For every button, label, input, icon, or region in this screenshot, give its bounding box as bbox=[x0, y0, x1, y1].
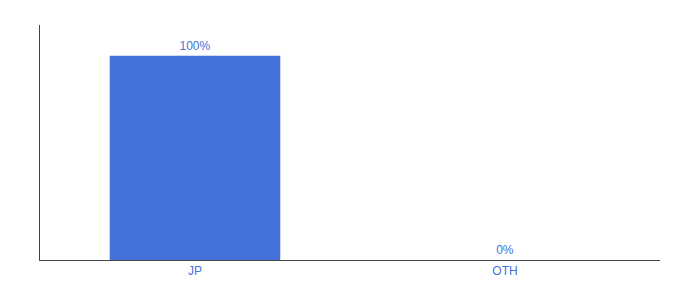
svg-text:OTH: OTH bbox=[492, 264, 517, 278]
svg-text:0%: 0% bbox=[496, 243, 514, 257]
svg-text:JP: JP bbox=[188, 264, 202, 278]
svg-text:100%: 100% bbox=[179, 39, 210, 53]
